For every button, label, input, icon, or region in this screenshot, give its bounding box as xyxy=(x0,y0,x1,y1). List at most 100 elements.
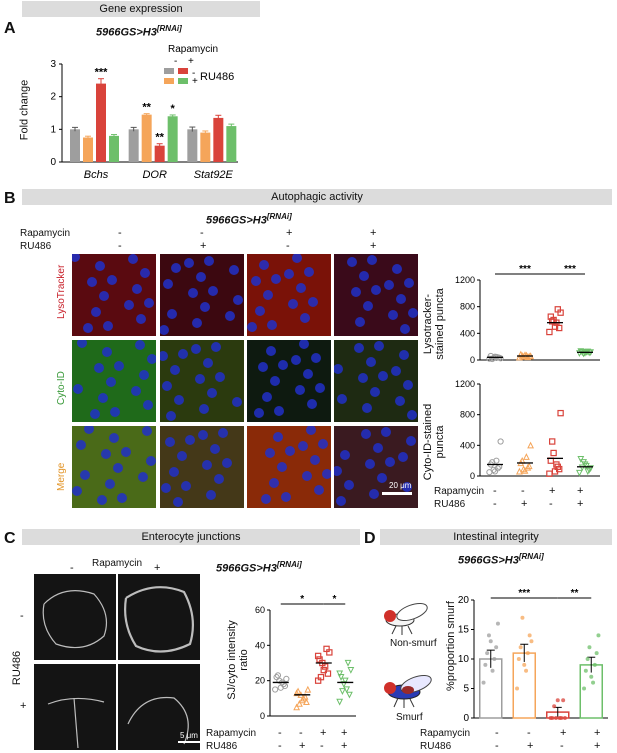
nucleus xyxy=(400,324,410,334)
data-point xyxy=(577,348,585,356)
rapamycin-sign: + xyxy=(560,727,567,739)
panel-d-banner: Intestinal integrity xyxy=(380,529,612,545)
junction-micrograph-2 xyxy=(118,574,200,660)
micrograph-nuclei xyxy=(247,254,318,332)
nucleus xyxy=(377,473,387,483)
panel-d-ylabel: %proportion smurf xyxy=(444,601,457,691)
ru486-sign: + xyxy=(370,240,377,252)
micrograph-lysotracker-2 xyxy=(160,254,244,336)
data-point xyxy=(304,685,312,693)
panel-c-row-sign-minus: - xyxy=(20,610,24,622)
nucleus xyxy=(396,294,406,304)
nucleus xyxy=(310,455,320,465)
nucleus xyxy=(200,302,210,312)
y-tick-label: 20 xyxy=(458,595,469,606)
micrograph-nuclei xyxy=(160,342,242,421)
data-point xyxy=(340,681,348,688)
significance-label: ** xyxy=(571,588,579,599)
nucleus xyxy=(135,340,145,350)
nucleus xyxy=(208,286,218,296)
ru486-sign: + xyxy=(577,498,584,510)
data-point xyxy=(343,686,351,694)
rapamycin-sign: + xyxy=(341,727,348,739)
nucleus xyxy=(94,363,104,373)
nucleus xyxy=(203,358,213,368)
y-tick-label: 400 xyxy=(460,328,475,338)
nucleus xyxy=(87,277,97,287)
micrograph-lysotracker-3 xyxy=(247,254,331,336)
nucleus xyxy=(262,392,272,402)
data-point xyxy=(552,704,557,709)
significance-label: *** xyxy=(564,264,576,275)
data-point xyxy=(493,457,500,464)
nucleus xyxy=(167,309,177,319)
data-point xyxy=(344,659,352,667)
row-label-lysotracker: LysoTracker xyxy=(56,264,67,319)
nucleus xyxy=(365,459,375,469)
data-point xyxy=(483,662,488,667)
y-tick-label: 0 xyxy=(470,471,475,481)
data-point xyxy=(293,703,301,711)
panel-a-genotype: 5966GS>H3[RNAi] xyxy=(96,24,182,39)
nucleus xyxy=(263,290,273,300)
panel-b-cytoid-chart: 0 400 800 1200 xyxy=(455,379,600,481)
nucleus xyxy=(347,257,357,267)
nucleus xyxy=(334,364,343,374)
nucleus xyxy=(124,300,134,310)
significance-label: *** xyxy=(519,264,531,275)
panel-a-banner: Gene expression xyxy=(22,1,260,17)
smurf-fly-icon xyxy=(384,674,432,708)
nucleus xyxy=(162,381,172,391)
nucleus xyxy=(288,299,298,309)
panel-b-scale-bar-label: 20 μm xyxy=(389,481,412,490)
data-point xyxy=(495,621,500,626)
nucleus xyxy=(171,263,181,273)
panel-c-rapamycin-label: Rapamycin xyxy=(92,558,143,569)
significance-label: ** xyxy=(142,102,151,114)
significance-label: *** xyxy=(95,67,109,79)
significance-label: ** xyxy=(155,132,164,144)
micrograph-merge-2 xyxy=(160,426,244,508)
data-point xyxy=(575,469,583,477)
nucleus xyxy=(359,271,369,281)
ru486-sign: - xyxy=(493,498,497,510)
nucleus xyxy=(277,462,287,472)
nucleus xyxy=(107,275,117,285)
data-point xyxy=(497,355,504,362)
data-point xyxy=(553,716,558,720)
nucleus xyxy=(233,295,243,305)
nucleus xyxy=(266,346,276,356)
junction-outline xyxy=(124,586,195,653)
data-point xyxy=(529,639,534,644)
nucleus xyxy=(229,265,239,275)
nucleus xyxy=(306,426,316,435)
nucleus xyxy=(408,308,418,318)
panel-b-lysotracker-chart: 0 400 800 1200 *** *** xyxy=(455,264,600,365)
micrograph-cyto-id-2 xyxy=(160,340,244,422)
legend-ru-plus: + xyxy=(192,76,198,87)
smurf-label: Smurf xyxy=(396,712,423,723)
nucleus xyxy=(210,444,220,454)
nucleus xyxy=(344,480,354,490)
data-point xyxy=(516,657,521,661)
nucleus xyxy=(160,325,169,335)
y-tick-label: 2 xyxy=(50,92,56,103)
nucleus xyxy=(198,430,208,440)
nucleus xyxy=(177,451,187,461)
bar xyxy=(226,126,237,162)
nucleus xyxy=(121,447,131,457)
nucleus xyxy=(165,437,175,447)
panel-b-chart2-ylabel: Cyto-ID-stained puncta xyxy=(422,403,446,481)
nucleus xyxy=(307,399,317,409)
ru486-sign: - xyxy=(495,740,499,752)
panel-c-col-sign-minus: - xyxy=(70,562,74,574)
nucleus xyxy=(388,310,398,320)
ru486-sign: + xyxy=(341,740,348,752)
legend-swatch xyxy=(164,68,174,74)
nucleus xyxy=(318,439,328,449)
nucleus xyxy=(315,383,325,393)
data-point xyxy=(324,670,332,677)
panel-b-chart1-ylabel: Lysotracker-stained puncta xyxy=(422,288,446,360)
y-tick-label: 800 xyxy=(460,302,475,312)
